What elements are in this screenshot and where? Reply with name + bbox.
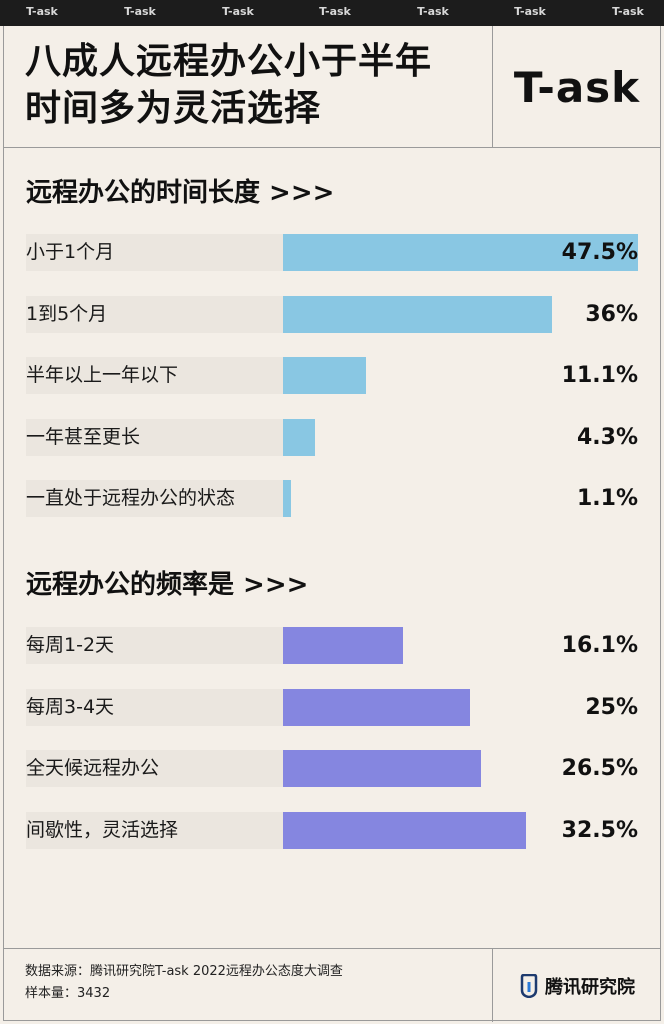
value-label: 26.5% bbox=[561, 756, 638, 781]
duration-bar bbox=[283, 357, 366, 394]
strip-logo-text: T-ask bbox=[417, 5, 449, 18]
duration-bar bbox=[283, 234, 638, 271]
frequency-bar bbox=[283, 688, 470, 726]
value-label: 25% bbox=[585, 694, 638, 720]
category-label: 间歇性，灵活选择 bbox=[26, 818, 179, 841]
strip-logo-text: T-ask bbox=[26, 5, 58, 18]
duration-row: 一年甚至更长 4.3% bbox=[26, 418, 638, 456]
tencent-research-logo: 腾讯研究院 bbox=[493, 949, 661, 1022]
page-title: 八成人远程办公小于半年 时间多为灵活选择 bbox=[25, 38, 485, 132]
top-strip: T-ask T-ask T-ask T-ask T-ask T-ask T-as… bbox=[0, 0, 664, 26]
frequency-row: 全天候远程办公 26.5% bbox=[26, 750, 638, 787]
strip-logo-text: T-ask bbox=[612, 5, 644, 18]
source-text: 数据来源：腾讯研究院T-ask 2022远程办公态度大调查 bbox=[25, 964, 343, 979]
category-label: 每周1-2天 bbox=[26, 634, 115, 656]
duration-bar bbox=[283, 418, 316, 456]
category-label: 半年以上一年以下 bbox=[26, 364, 179, 386]
category-label: 1到5个月 bbox=[26, 302, 108, 325]
frequency-row: 间歇性，灵活选择 32.5% bbox=[26, 811, 638, 849]
label-background bbox=[26, 627, 283, 664]
value-label: 32.5% bbox=[561, 817, 638, 843]
category-label: 一直处于远程办公的状态 bbox=[26, 487, 236, 509]
title-line-2: 时间多为灵活选择 bbox=[25, 88, 322, 129]
strip-logo-text: T-ask bbox=[124, 5, 156, 18]
task-logo: T-ask bbox=[513, 62, 641, 112]
category-label: 一年甚至更长 bbox=[26, 425, 141, 448]
strip-logo-text: T-ask bbox=[222, 5, 254, 18]
duration-bar bbox=[283, 480, 292, 517]
footer: 数据来源：腾讯研究院T-ask 2022远程办公态度大调查 样本量：3432 腾… bbox=[3, 948, 661, 1022]
duration-row: 小于1个月 47.5% bbox=[26, 234, 638, 271]
label-background bbox=[26, 234, 283, 271]
duration-row: 一直处于远程办公的状态 1.1% bbox=[26, 480, 638, 517]
label-background bbox=[26, 480, 283, 517]
category-label: 全天候远程办公 bbox=[26, 757, 160, 779]
label-background bbox=[26, 418, 283, 456]
duration-bar bbox=[283, 295, 553, 333]
duration-row: 半年以上一年以下 11.1% bbox=[26, 357, 638, 394]
value-label: 1.1% bbox=[576, 486, 638, 511]
value-label: 47.5% bbox=[561, 240, 638, 265]
frequency-bar bbox=[283, 750, 482, 787]
sample-size: 样本量：3432 bbox=[25, 986, 111, 1001]
value-label: 36% bbox=[585, 301, 638, 327]
frequency-row: 每周1-2天 16.1% bbox=[26, 627, 638, 664]
value-label: 11.1% bbox=[561, 363, 638, 388]
header: 八成人远程办公小于半年 时间多为灵活选择 T-ask bbox=[3, 26, 661, 148]
brand-name: 腾讯研究院 bbox=[545, 976, 635, 998]
label-background bbox=[26, 357, 283, 394]
chart-2-title: 远程办公的频率是 >>> bbox=[26, 570, 309, 600]
frequency-row: 每周3-4天 25% bbox=[26, 688, 638, 726]
label-background bbox=[26, 750, 283, 787]
page-frame bbox=[3, 26, 661, 1021]
value-label: 16.1% bbox=[561, 633, 638, 658]
header-divider bbox=[492, 26, 493, 148]
duration-row: 1到5个月 36% bbox=[26, 295, 638, 333]
strip-logo-text: T-ask bbox=[319, 5, 351, 18]
chart-1-title: 远程办公的时间长度 >>> bbox=[26, 178, 335, 208]
label-background bbox=[26, 811, 283, 849]
title-line-1: 八成人远程办公小于半年 bbox=[25, 41, 433, 82]
frequency-bar bbox=[283, 627, 404, 664]
value-label: 4.3% bbox=[576, 424, 638, 450]
frequency-bar bbox=[283, 811, 526, 849]
label-background bbox=[26, 295, 283, 333]
strip-logo-text: T-ask bbox=[514, 5, 546, 18]
category-label: 每周3-4天 bbox=[26, 695, 115, 718]
tencent-research-icon bbox=[520, 973, 538, 998]
label-background bbox=[26, 688, 283, 726]
category-label: 小于1个月 bbox=[26, 241, 115, 263]
data-source: 数据来源：腾讯研究院T-ask 2022远程办公态度大调查 样本量：3432 bbox=[25, 961, 343, 1005]
footer-divider bbox=[492, 949, 493, 1022]
